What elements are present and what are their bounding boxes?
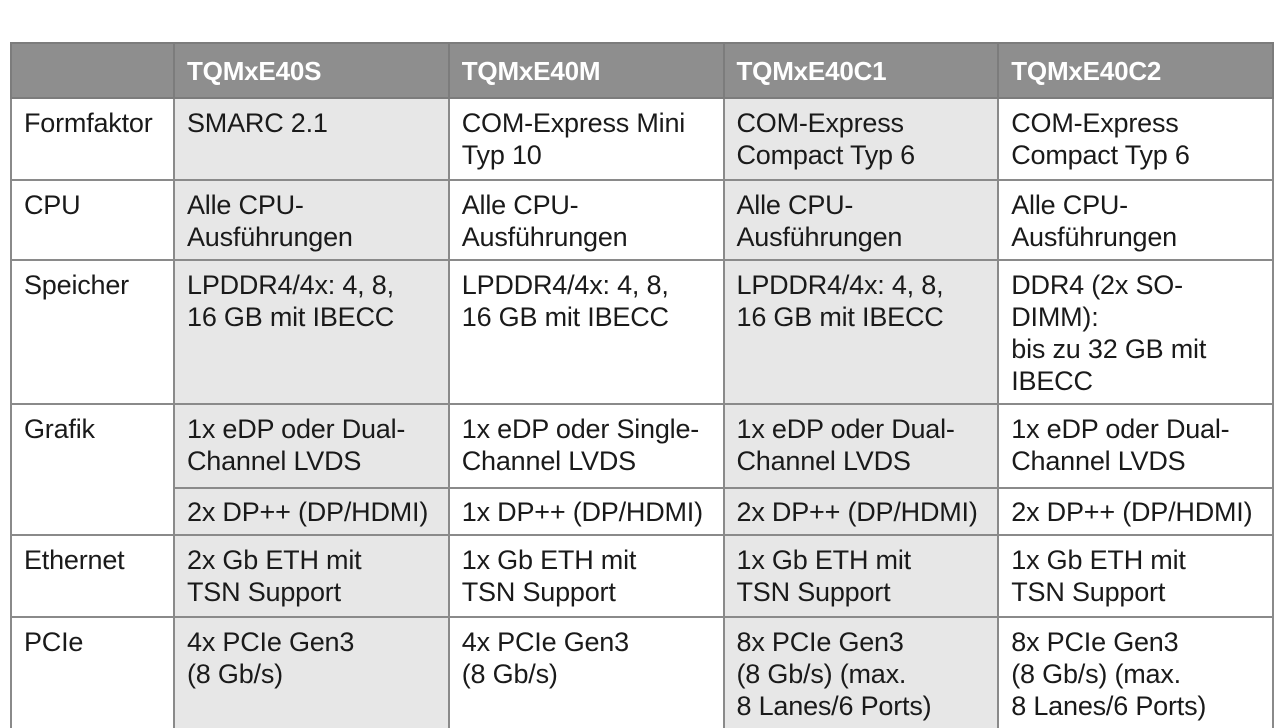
row-label-pcie: PCIe xyxy=(10,616,175,728)
cell-ethernet-tqmxe40c2: 1x Gb ETH mit TSN Support xyxy=(997,534,1274,618)
cell-formfaktor-tqmxe40s: SMARC 2.1 xyxy=(173,97,450,181)
row-label-cpu: CPU xyxy=(10,179,175,261)
row-label-formfaktor: Formfaktor xyxy=(10,97,175,181)
cell-cpu-tqmxe40m: Alle CPU- Ausführungen xyxy=(447,179,725,261)
table-row-grafik: Grafik 1x eDP oder Dual- Channel LVDS 1x… xyxy=(10,403,1274,536)
cell-grafik-tqmxe40c2: 1x eDP oder Dual- Channel LVDS xyxy=(997,403,1274,489)
column-header-tqmxe40s: TQMxE40S xyxy=(173,42,450,99)
column-header-tqmxe40m: TQMxE40M xyxy=(447,42,725,99)
cell-grafik-dp-tqmxe40s: 2x DP++ (DP/HDMI) xyxy=(173,487,450,536)
cell-grafik-dp-tqmxe40c2: 2x DP++ (DP/HDMI) xyxy=(997,487,1274,536)
cell-ethernet-tqmxe40c1: 1x Gb ETH mit TSN Support xyxy=(722,534,1000,618)
cell-pcie-tqmxe40m: 4x PCIe Gen3 (8 Gb/s) xyxy=(447,616,725,728)
comparison-table: TQMxE40S TQMxE40M TQMxE40C1 TQMxE40C2 Fo… xyxy=(10,42,1274,728)
cell-speicher-tqmxe40s: LPDDR4/4x: 4, 8, 16 GB mit IBECC xyxy=(173,259,450,405)
cell-grafik-dp-tqmxe40c1: 2x DP++ (DP/HDMI) xyxy=(722,487,1000,536)
cell-pcie-tqmxe40s: 4x PCIe Gen3 (8 Gb/s) xyxy=(173,616,450,728)
cell-grafik-tqmxe40c1: 1x eDP oder Dual- Channel LVDS xyxy=(722,403,1000,489)
table-row-cpu: CPU Alle CPU- Ausführungen Alle CPU- Aus… xyxy=(10,179,1274,261)
cell-grafik-dp-tqmxe40m: 1x DP++ (DP/HDMI) xyxy=(447,487,725,536)
table-row-formfaktor: Formfaktor SMARC 2.1 COM-Express Mini Ty… xyxy=(10,97,1274,181)
row-label-speicher: Speicher xyxy=(10,259,175,405)
row-label-ethernet: Ethernet xyxy=(10,534,175,618)
cell-pcie-tqmxe40c2: 8x PCIe Gen3 (8 Gb/s) (max. 8 Lanes/6 Po… xyxy=(997,616,1274,728)
cell-speicher-tqmxe40c1: LPDDR4/4x: 4, 8, 16 GB mit IBECC xyxy=(722,259,1000,405)
cell-cpu-tqmxe40c2: Alle CPU- Ausführungen xyxy=(997,179,1274,261)
cell-formfaktor-tqmxe40c2: COM-Express Compact Typ 6 xyxy=(997,97,1274,181)
column-header-tqmxe40c2: TQMxE40C2 xyxy=(997,42,1274,99)
row-label-grafik: Grafik xyxy=(10,403,175,536)
table-row-grafik-dp: 2x DP++ (DP/HDMI) 1x DP++ (DP/HDMI) 2x D… xyxy=(11,487,1274,536)
cell-cpu-tqmxe40c1: Alle CPU- Ausführungen xyxy=(722,179,1000,261)
cell-speicher-tqmxe40m: LPDDR4/4x: 4, 8, 16 GB mit IBECC xyxy=(447,259,725,405)
cell-grafik-tqmxe40m: 1x eDP oder Single- Channel LVDS xyxy=(447,403,725,489)
table-row-speicher: Speicher LPDDR4/4x: 4, 8, 16 GB mit IBEC… xyxy=(10,259,1274,405)
cell-cpu-tqmxe40s: Alle CPU- Ausführungen xyxy=(173,179,450,261)
cell-pcie-tqmxe40c1: 8x PCIe Gen3 (8 Gb/s) (max. 8 Lanes/6 Po… xyxy=(722,616,1000,728)
cell-ethernet-tqmxe40s: 2x Gb ETH mit TSN Support xyxy=(173,534,450,618)
column-header-tqmxe40c1: TQMxE40C1 xyxy=(722,42,1000,99)
cell-formfaktor-tqmxe40c1: COM-Express Compact Typ 6 xyxy=(722,97,1000,181)
cell-formfaktor-tqmxe40m: COM-Express Mini Typ 10 xyxy=(447,97,725,181)
cell-speicher-tqmxe40c2: DDR4 (2x SO-DIMM): bis zu 32 GB mit IBEC… xyxy=(997,259,1274,405)
header-corner-cell xyxy=(10,42,175,99)
header-row: TQMxE40S TQMxE40M TQMxE40C1 TQMxE40C2 xyxy=(10,42,1274,99)
table-row-pcie: PCIe 4x PCIe Gen3 (8 Gb/s) 4x PCIe Gen3 … xyxy=(10,616,1274,728)
table-row-ethernet: Ethernet 2x Gb ETH mit TSN Support 1x Gb… xyxy=(10,534,1274,618)
cell-grafik-tqmxe40s: 1x eDP oder Dual- Channel LVDS xyxy=(173,403,450,489)
cell-ethernet-tqmxe40m: 1x Gb ETH mit TSN Support xyxy=(447,534,725,618)
